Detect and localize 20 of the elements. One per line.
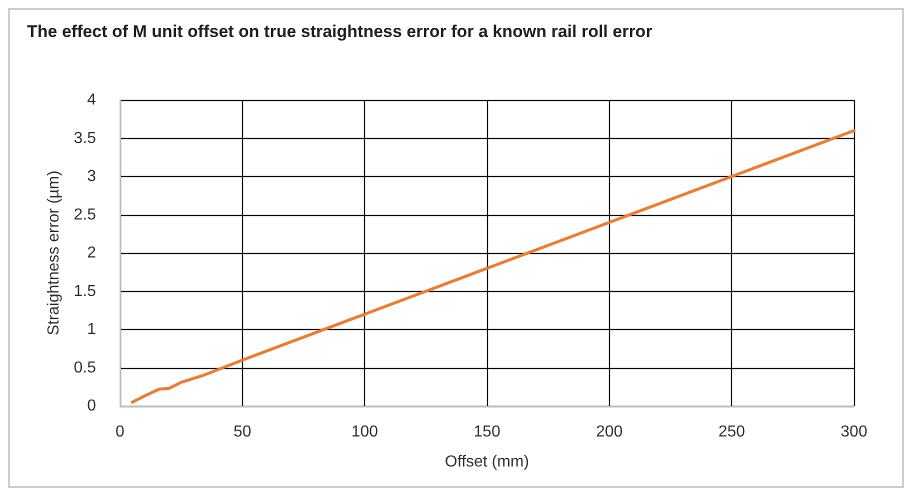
line-series	[130, 129, 856, 404]
x-tick-label: 100	[351, 424, 378, 440]
x-tick-label: 150	[474, 424, 500, 440]
y-tick-label: 1	[87, 321, 96, 338]
x-tick-label: 250	[718, 424, 746, 440]
y-tick-label: 0.5	[74, 359, 96, 376]
x-tick-label: 50	[233, 424, 252, 440]
y-tick-label: 0	[87, 398, 96, 414]
y-tick-label: 1.5	[74, 282, 96, 300]
y-axis-title: Straightness error (µm)	[46, 170, 62, 336]
y-tick-label: 2	[87, 244, 96, 262]
y-tick-label: 4	[87, 92, 96, 108]
x-tick-label: 0	[116, 424, 125, 440]
x-axis-title: Offset (mm)	[444, 454, 530, 470]
x-tick-label: 300	[840, 424, 868, 440]
y-tick-label: 3	[87, 168, 96, 185]
y-tick-label: 3.5	[74, 130, 96, 147]
chart-title: The effect of M unit offset on true straightness error for a known rail roll error	[27, 22, 653, 41]
x-tick-label: 200	[596, 424, 623, 440]
y-tick-label: 2.5	[74, 206, 96, 224]
